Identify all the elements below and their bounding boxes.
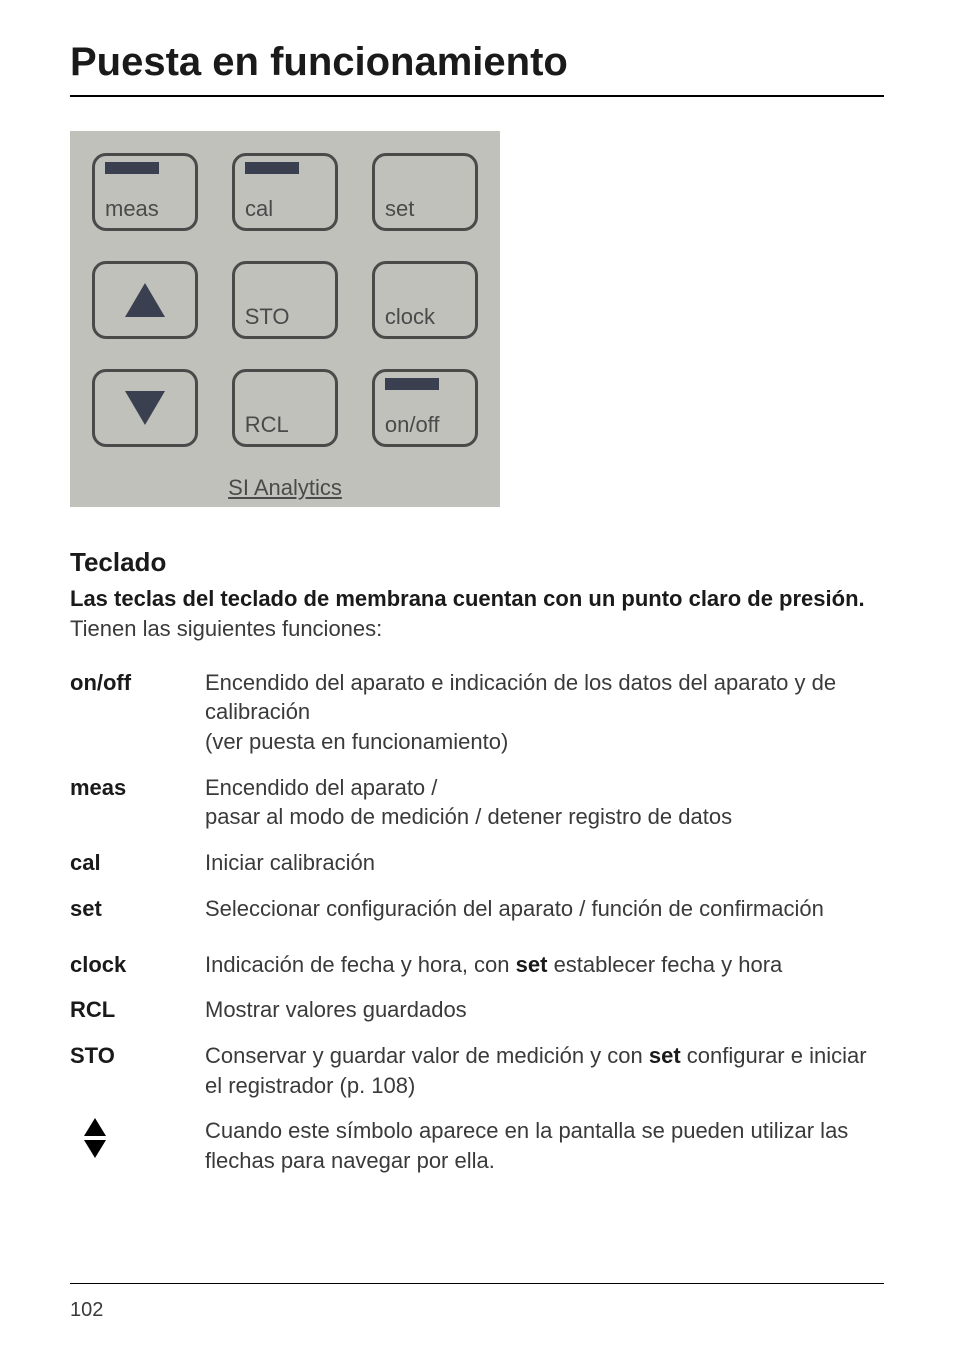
func-desc-bold: set: [649, 1043, 681, 1068]
func-desc: Seleccionar configuración del aparato / …: [205, 894, 884, 924]
func-row-rcl: RCL Mostrar valores guardados: [70, 995, 884, 1025]
footer-divider: [70, 1283, 884, 1284]
func-key-arrows: [70, 1116, 205, 1175]
func-desc-line: (ver puesta en funcionamiento): [205, 729, 508, 754]
func-desc-part: Indicación de fecha y hora, con: [205, 952, 516, 977]
func-row-sto: STO Conservar y guardar valor de medició…: [70, 1041, 884, 1100]
arrow-up-icon: [84, 1118, 106, 1136]
keypad-row: meas cal set: [92, 153, 478, 231]
func-row-onoff: on/off Encendido del aparato e indicació…: [70, 668, 884, 757]
title-divider: [70, 95, 884, 97]
key-arrow-down[interactable]: [92, 369, 198, 447]
func-desc: Iniciar calibración: [205, 848, 884, 878]
func-row-arrows: Cuando este símbolo aparece en la pantal…: [70, 1116, 884, 1175]
key-cal[interactable]: cal: [232, 153, 338, 231]
func-desc: Conservar y guardar valor de medición y …: [205, 1041, 884, 1100]
func-row-clock: clock Indicación de fecha y hora, con se…: [70, 950, 884, 980]
func-desc: Indicación de fecha y hora, con set esta…: [205, 950, 884, 980]
key-indicator-bar: [245, 162, 299, 174]
key-label: on/off: [385, 412, 440, 438]
func-desc-bold: set: [516, 952, 548, 977]
func-row-meas: meas Encendido del aparato / pasar al mo…: [70, 773, 884, 832]
func-key-label: cal: [70, 848, 205, 878]
func-desc: Encendido del aparato / pasar al modo de…: [205, 773, 884, 832]
key-label: RCL: [245, 412, 289, 438]
key-label: cal: [245, 196, 273, 222]
func-desc: Cuando este símbolo aparece en la pantal…: [205, 1116, 884, 1175]
section-intro: Tienen las siguientes funciones:: [70, 616, 884, 642]
func-desc-line: Encendido del aparato /: [205, 775, 437, 800]
keypad-row: STO clock: [92, 261, 478, 339]
func-desc-part: establecer fecha y hora: [547, 952, 782, 977]
arrow-down-icon: [125, 391, 165, 425]
func-row-set: set Seleccionar configuración del aparat…: [70, 894, 884, 924]
page-number: 102: [70, 1299, 103, 1322]
key-label: clock: [385, 304, 435, 330]
key-rcl[interactable]: RCL: [232, 369, 338, 447]
func-key-label: set: [70, 894, 205, 924]
arrow-up-icon: [125, 283, 165, 317]
func-key-label: on/off: [70, 668, 205, 757]
key-label: set: [385, 196, 414, 222]
func-key-label: RCL: [70, 995, 205, 1025]
func-desc: Encendido del aparato e indicación de lo…: [205, 668, 884, 757]
func-key-label: clock: [70, 950, 205, 980]
func-desc-part: Conservar y guardar valor de medición y …: [205, 1043, 649, 1068]
key-meas[interactable]: meas: [92, 153, 198, 231]
key-onoff[interactable]: on/off: [372, 369, 478, 447]
func-row-cal: cal Iniciar calibración: [70, 848, 884, 878]
page-title: Puesta en funcionamiento: [70, 40, 884, 85]
func-desc-line: Encendido del aparato e indicación de lo…: [205, 670, 836, 725]
brand-label: SI Analytics: [92, 475, 478, 501]
key-set[interactable]: set: [372, 153, 478, 231]
key-clock[interactable]: clock: [372, 261, 478, 339]
func-key-label: meas: [70, 773, 205, 832]
key-arrow-up[interactable]: [92, 261, 198, 339]
func-desc: Mostrar valores guardados: [205, 995, 884, 1025]
key-label: meas: [105, 196, 159, 222]
key-indicator-bar: [105, 162, 159, 174]
keypad-panel: meas cal set STO clock RCL on/off: [70, 131, 500, 507]
arrow-down-icon: [84, 1140, 106, 1158]
section-subheading: Las teclas del teclado de membrana cuent…: [70, 584, 884, 614]
func-desc-line: pasar al modo de medición / detener regi…: [205, 804, 732, 829]
keypad-row: RCL on/off: [92, 369, 478, 447]
section-heading: Teclado: [70, 547, 884, 578]
key-indicator-bar: [385, 378, 439, 390]
key-sto[interactable]: STO: [232, 261, 338, 339]
func-key-label: STO: [70, 1041, 205, 1100]
key-label: STO: [245, 304, 290, 330]
